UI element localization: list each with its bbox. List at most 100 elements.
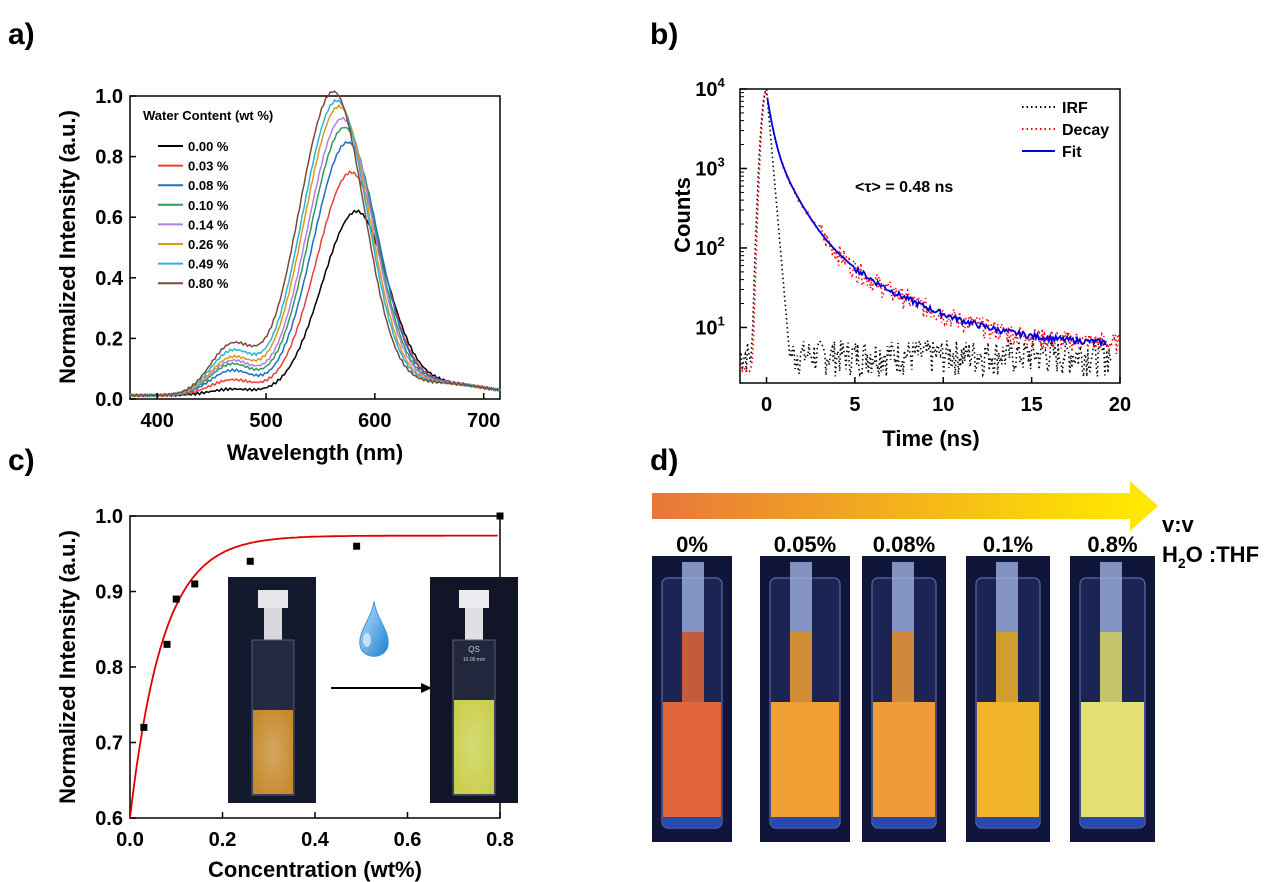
decay-series-group (739, 86, 1121, 378)
vial-photo: 0.8% (1070, 532, 1155, 842)
y-tick-label-a: 0.0 (95, 389, 123, 411)
gradient-arrow (652, 481, 1158, 531)
vial-label: 0.1% (983, 532, 1033, 557)
vial-strip (682, 562, 704, 632)
y-tick-label-c: 0.9 (95, 582, 123, 604)
legend-entry-a: 0.14 % (188, 217, 229, 232)
data-point (496, 512, 504, 520)
vial-strip-glow (892, 632, 914, 702)
panel-label-a: a) (8, 18, 35, 51)
vial-label: 0.08% (873, 532, 935, 557)
panel-label-c: c) (8, 444, 35, 477)
y-tick-label-b: 103 (695, 154, 724, 180)
spectra-series-group (129, 90, 501, 398)
data-point (140, 723, 148, 731)
x-tick-label-b: 0 (761, 394, 772, 416)
data-point (172, 595, 180, 603)
vial-strip-glow (1100, 632, 1122, 702)
vial-photo: 0.05% (760, 532, 850, 842)
x-tick-label-c: 0.2 (209, 829, 237, 851)
y-axis-label-c: Normalized Intensity (a.u.) (55, 530, 80, 804)
y-tick-label-b: 102 (695, 234, 724, 260)
vial-photo: 0.08% (862, 532, 946, 842)
cuvette-photo-before (228, 577, 316, 803)
y-tick-label-b: 101 (695, 313, 724, 339)
y-tick-label-a: 0.8 (95, 147, 123, 169)
y-tick-label-c: 0.8 (95, 657, 123, 679)
y-axis-label-b: Counts (670, 177, 695, 253)
vial-photo: 0% (652, 532, 732, 842)
y-tick-label-c: 1.0 (95, 506, 123, 528)
axis-ticks-c: 0.0 0.2 0.4 0.6 0.8 0.6 0.7 0.8 0.9 1.0 (95, 506, 514, 851)
legend-b: IRF Decay Fit (1022, 100, 1109, 161)
legend-title-a: Water Content (wt %) (143, 108, 273, 123)
fit-marks-group (129, 512, 504, 819)
x-axis-label-a: Wavelength (nm) (227, 440, 403, 465)
vial-label: 0% (676, 532, 708, 557)
vial-base (977, 817, 1039, 827)
y-tick-label-a: 0.6 (95, 207, 123, 229)
data-point (246, 557, 254, 565)
x-tick-label-c: 0.6 (394, 829, 422, 851)
plot-frame-a (129, 95, 501, 400)
x-axis-label-c: Concentration (wt%) (208, 857, 422, 882)
panel-label-d: d) (650, 444, 678, 477)
spectrum-line (129, 140, 501, 398)
x-axis-label-b: Time (ns) (882, 426, 979, 451)
vial-base (1081, 817, 1144, 827)
vial-photo: 0.1% (966, 532, 1050, 842)
x-tick-label-b: 5 (849, 394, 860, 416)
irf-series (739, 86, 1112, 378)
x-tick-label-a: 500 (249, 410, 282, 432)
panel-label-b: b) (650, 18, 678, 51)
vial-liquid (771, 702, 839, 817)
vial-strip-glow (996, 632, 1018, 702)
legend-entry-a: 0.08 % (188, 178, 229, 193)
vial-liquid (1081, 702, 1144, 817)
spectrum-line (129, 90, 501, 398)
vial-liquid (663, 702, 721, 817)
lifetime-annotation: <τ> = 0.48 ns (855, 179, 953, 196)
axis-ticks-a: 400 500 600 700 0.0 0.2 0.4 0.6 0.8 1.0 (95, 86, 500, 432)
x-tick-label-b: 15 (1021, 394, 1043, 416)
water-drop-icon (359, 600, 389, 657)
vial-base (873, 817, 935, 827)
x-tick-label-c: 0.4 (301, 829, 330, 851)
vial-label: 0.8% (1087, 532, 1137, 557)
x-tick-label-b: 10 (932, 394, 954, 416)
x-tick-label-a: 600 (358, 410, 391, 432)
legend-a: 0.00 % 0.03 % 0.08 % 0.10 % 0.14 % 0.26 % 0.49… (158, 139, 229, 291)
vial-liquid (977, 702, 1039, 817)
x-tick-label-b: 20 (1109, 394, 1131, 416)
vial-strip-glow (682, 632, 704, 702)
intensity-fit-chart: 0.0 0.2 0.4 0.6 0.8 0.6 0.7 0.8 0.9 1.0 Concentra… (55, 506, 518, 882)
legend-entry-a: 0.03 % (188, 159, 229, 174)
solvent-label: H2O :THF (1162, 542, 1259, 571)
vial-photo-panel: v:v H2O :THF 0% 0.05% 0.08% 0.1% 0.8% (652, 481, 1259, 842)
vial-label: 0.05% (774, 532, 836, 557)
x-tick-label-a: 400 (141, 410, 174, 432)
x-tick-label-a: 700 (467, 410, 500, 432)
spectrum-line (129, 170, 501, 398)
ratio-label: v:v (1162, 512, 1195, 537)
plot-frame-b (739, 88, 1121, 384)
vial-strip (892, 562, 914, 632)
y-axis-label-a: Normalized Intensity (a.u.) (55, 110, 80, 384)
y-tick-label-b: 104 (695, 75, 725, 101)
cuvette-photo-after: QS 10.00 mm (430, 577, 518, 803)
data-point (163, 640, 171, 648)
vial-strip-glow (790, 632, 812, 702)
axis-ticks-b: 0 5 10 15 20 101 102 103 104 (695, 75, 1131, 416)
fit-series (766, 98, 1108, 348)
x-tick-label-c: 0.8 (486, 829, 514, 851)
legend-entry-b: IRF (1062, 100, 1088, 117)
y-tick-label-c: 0.7 (95, 733, 123, 755)
svg-text:QS: QS (468, 645, 480, 654)
arrow-right-icon (331, 683, 432, 693)
vial-base (771, 817, 839, 827)
legend-entry-a: 0.80 % (188, 276, 229, 291)
legend-entry-b: Fit (1062, 144, 1082, 161)
spectrum-line (129, 104, 501, 398)
fit-curve (129, 534, 498, 819)
